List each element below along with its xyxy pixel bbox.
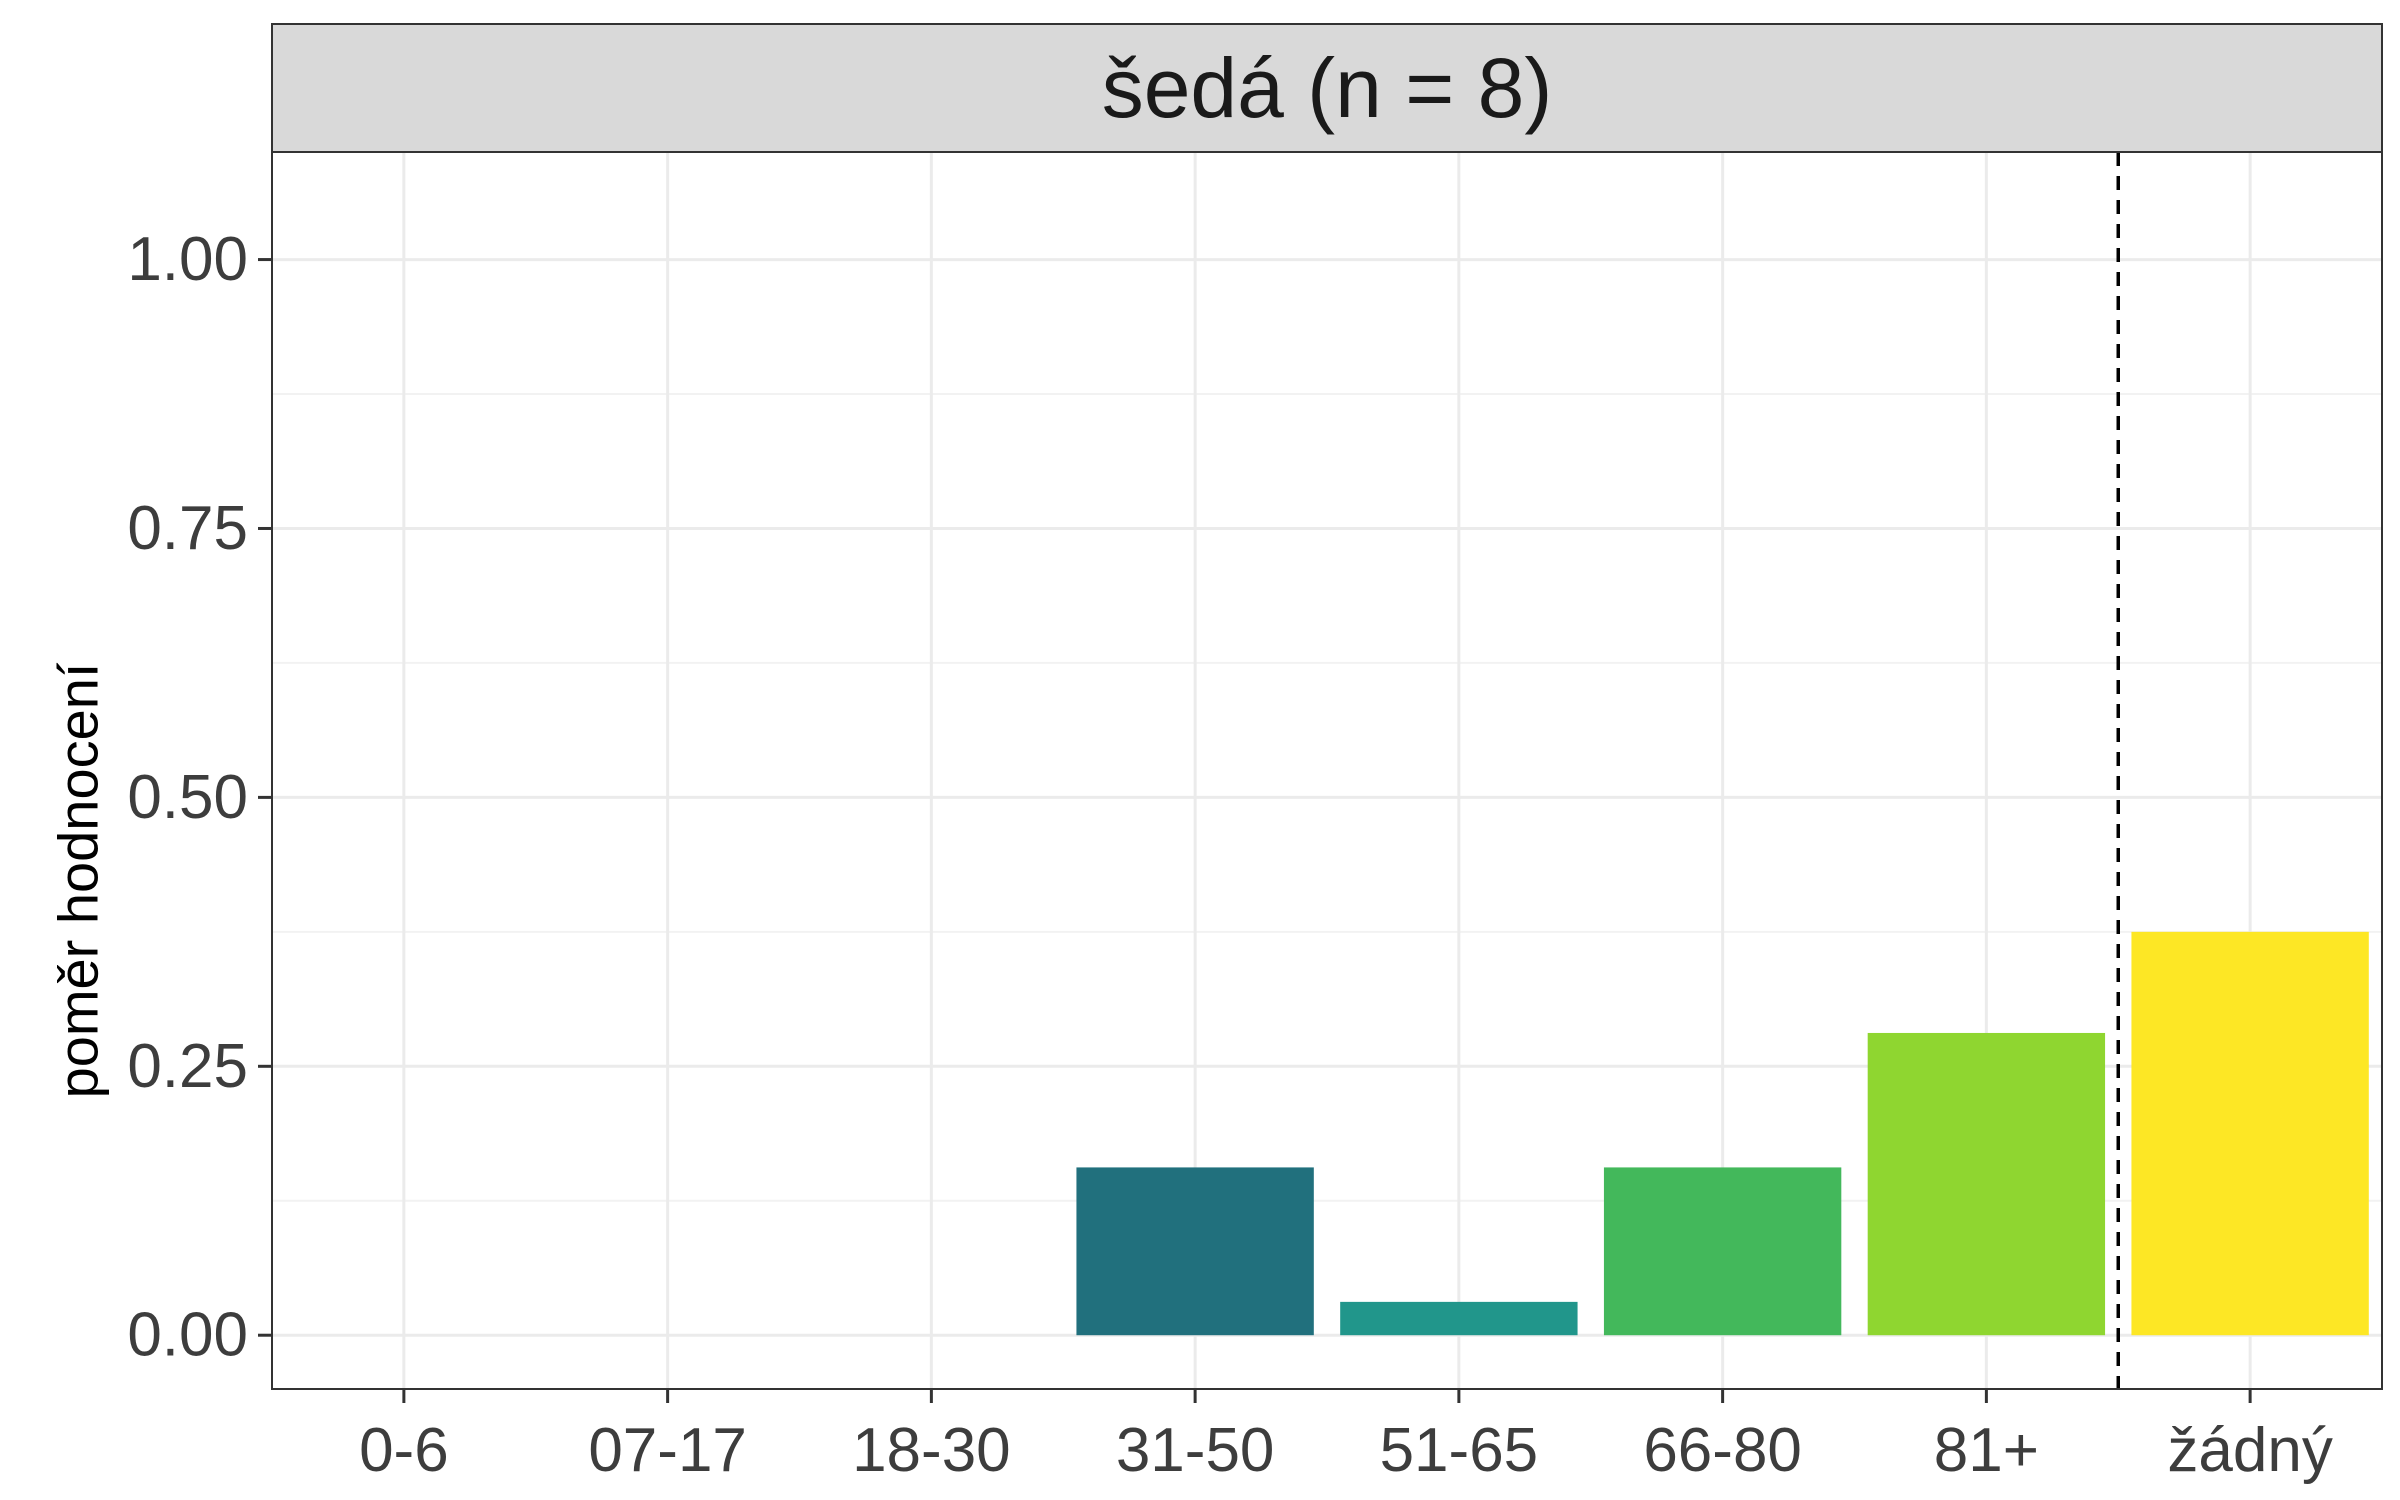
x-tick-label: 18-30 [852, 1416, 1011, 1485]
y-tick-label: 1.00 [127, 225, 248, 294]
axes: 0.00 0.25 0.50 0.75 1.00 0-6 07-17 18-30 31-50 51… [127, 225, 2333, 1485]
bar-31-50 [1076, 1167, 1314, 1336]
chart-title: šedá (n = 8) [1102, 41, 1553, 135]
y-tick-label: 0.25 [127, 1032, 248, 1101]
x-tick-label: 81+ [1934, 1416, 2039, 1485]
y-axis-title: poměr hodnocení [47, 662, 110, 1098]
bar-žádný [2131, 931, 2369, 1336]
x-tick-label: 66-80 [1643, 1416, 1802, 1485]
x-tick-label: 31-50 [1116, 1416, 1275, 1485]
y-tick-label: 0.00 [127, 1301, 248, 1370]
x-tick-label: 07-17 [588, 1416, 747, 1485]
bars [1076, 931, 2369, 1336]
facet-strip-background [271, 23, 2383, 153]
y-tick-label: 0.75 [127, 494, 248, 563]
x-tick-label: 0-6 [359, 1416, 449, 1485]
x-tick-label: žádný [2167, 1416, 2332, 1485]
y-tick-label: 0.50 [127, 763, 248, 832]
facet-strip: šedá (n = 8) [271, 23, 2383, 153]
bar-66-80 [1603, 1167, 1842, 1336]
bar-51-65 [1340, 1301, 1578, 1336]
bar-81+ [1867, 1032, 2106, 1336]
x-tick-label: 51-65 [1380, 1416, 1539, 1485]
